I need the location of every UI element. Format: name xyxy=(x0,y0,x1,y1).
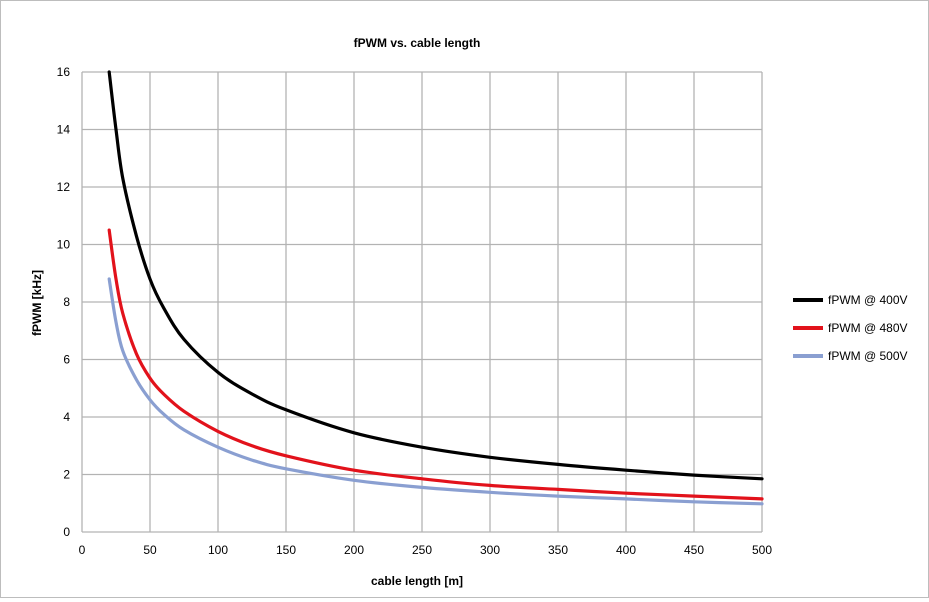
legend: fPWM @ 400V fPWM @ 480V fPWM @ 500V xyxy=(793,293,908,363)
y-tick-label: 10 xyxy=(57,238,71,252)
x-tick-label: 300 xyxy=(480,543,500,557)
y-tick-label: 0 xyxy=(63,525,70,539)
legend-label: fPWM @ 400V xyxy=(828,293,908,307)
legend-label: fPWM @ 480V xyxy=(828,321,908,335)
x-tick-label: 100 xyxy=(208,543,228,557)
chart-title: fPWM vs. cable length xyxy=(354,36,481,50)
x-tick-label: 450 xyxy=(684,543,704,557)
y-tick-label: 14 xyxy=(57,123,71,137)
y-tick-label: 4 xyxy=(63,410,70,424)
x-tick-label: 50 xyxy=(143,543,157,557)
y-tick-label: 2 xyxy=(63,468,70,482)
y-tick-label: 12 xyxy=(57,180,71,194)
y-tick-label: 16 xyxy=(57,65,71,79)
x-axis-label: cable length [m] xyxy=(371,574,463,588)
x-tick-label: 150 xyxy=(276,543,296,557)
x-axis-ticks: 0 50 100 150 200 250 300 350 400 450 500 xyxy=(79,543,773,557)
series-line xyxy=(107,70,764,481)
x-tick-label: 250 xyxy=(412,543,432,557)
x-tick-label: 350 xyxy=(548,543,568,557)
x-tick-label: 0 xyxy=(79,543,86,557)
legend-label: fPWM @ 500V xyxy=(828,349,908,363)
series-line xyxy=(107,228,764,501)
y-tick-label: 8 xyxy=(63,295,70,309)
y-axis-ticks: 0 2 4 6 8 10 12 14 16 xyxy=(57,65,71,539)
grid xyxy=(81,71,763,533)
x-tick-label: 500 xyxy=(752,543,772,557)
x-tick-label: 200 xyxy=(344,543,364,557)
x-tick-label: 400 xyxy=(616,543,636,557)
y-tick-label: 6 xyxy=(63,353,70,367)
series-lines xyxy=(107,70,764,506)
series-line xyxy=(107,277,764,506)
y-axis-label: fPWM [kHz] xyxy=(30,270,44,336)
